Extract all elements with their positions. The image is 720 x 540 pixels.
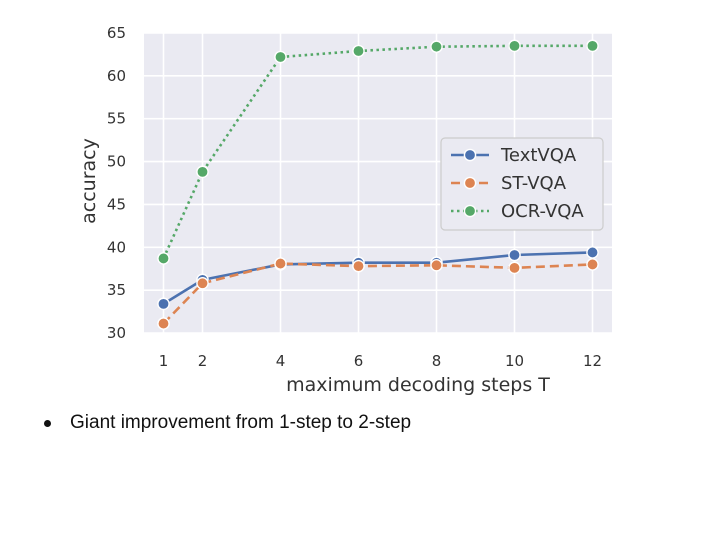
data-point bbox=[196, 276, 209, 290]
x-tick-label: 6 bbox=[354, 352, 364, 370]
data-point bbox=[352, 44, 365, 58]
y-tick-label: 60 bbox=[107, 67, 126, 85]
data-point bbox=[586, 39, 599, 53]
x-axis-label: maximum decoding steps T bbox=[286, 374, 550, 396]
y-tick-label: 35 bbox=[107, 281, 126, 299]
data-point bbox=[274, 50, 287, 64]
data-point bbox=[352, 259, 365, 273]
bullet-point: Giant improvement from 1-step to 2-step bbox=[44, 412, 411, 434]
y-tick-label: 55 bbox=[107, 110, 126, 128]
x-tick-label: 12 bbox=[583, 352, 602, 370]
data-point bbox=[508, 248, 521, 262]
x-tick-label: 4 bbox=[276, 352, 286, 370]
y-tick-label: 45 bbox=[107, 195, 126, 213]
bullet-text: Giant improvement from 1-step to 2-step bbox=[70, 412, 412, 433]
y-tick-label: 40 bbox=[107, 238, 126, 256]
data-point bbox=[157, 317, 170, 330]
data-point bbox=[430, 40, 443, 54]
data-point bbox=[508, 261, 521, 275]
y-axis-label: accuracy bbox=[78, 138, 100, 224]
data-point bbox=[586, 246, 599, 259]
data-point bbox=[508, 39, 521, 53]
y-tick-label: 65 bbox=[107, 24, 126, 42]
x-tick-label: 2 bbox=[198, 352, 208, 370]
series-st-vqa bbox=[157, 257, 599, 330]
legend: TextVQA ST-VQA OCR-VQA bbox=[440, 137, 604, 231]
series-ocr-vqa bbox=[157, 39, 599, 265]
y-tick-label: 50 bbox=[107, 153, 126, 171]
data-point bbox=[157, 297, 170, 311]
data-point bbox=[157, 252, 170, 265]
bullet-dot-icon bbox=[44, 419, 51, 427]
legend-label: TextVQA bbox=[500, 145, 577, 166]
series-layer bbox=[157, 39, 599, 330]
x-tick-label: 8 bbox=[432, 352, 442, 370]
data-point bbox=[586, 258, 599, 271]
legend-swatch-marker bbox=[463, 204, 477, 218]
data-point bbox=[430, 258, 443, 272]
x-tick-label: 1 bbox=[159, 352, 169, 370]
y-tick-label: 30 bbox=[107, 324, 126, 342]
data-point bbox=[196, 165, 209, 179]
legend-swatch-marker bbox=[463, 176, 477, 190]
legend-swatch-marker bbox=[463, 148, 477, 162]
data-point bbox=[274, 257, 287, 270]
x-tick-label: 10 bbox=[505, 352, 524, 370]
legend-label: OCR-VQA bbox=[501, 201, 584, 222]
legend-label: ST-VQA bbox=[501, 173, 567, 194]
legend-box bbox=[440, 137, 604, 231]
